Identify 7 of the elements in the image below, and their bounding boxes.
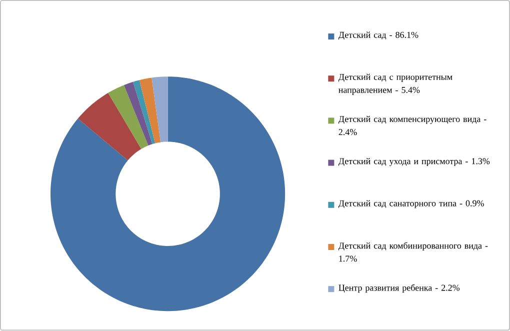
legend-label: Детский сад компенсирующего вида - 2.4% <box>338 116 486 136</box>
legend-label: Детский сад комбинированного вида - 1.7% <box>338 242 488 262</box>
legend-label: Центр развития ребенка - 2.2% <box>338 284 460 293</box>
legend-label: Детский сад ухода и присмотра - 1.3% <box>338 158 490 166</box>
legend-label: Детский сад санаторного типа - 0.9% <box>338 200 484 208</box>
legend-label: Детский сад с приоритетным направлением - 5.4% <box>338 74 452 96</box>
legend-label: Детский сад - 86.1% <box>338 32 418 40</box>
